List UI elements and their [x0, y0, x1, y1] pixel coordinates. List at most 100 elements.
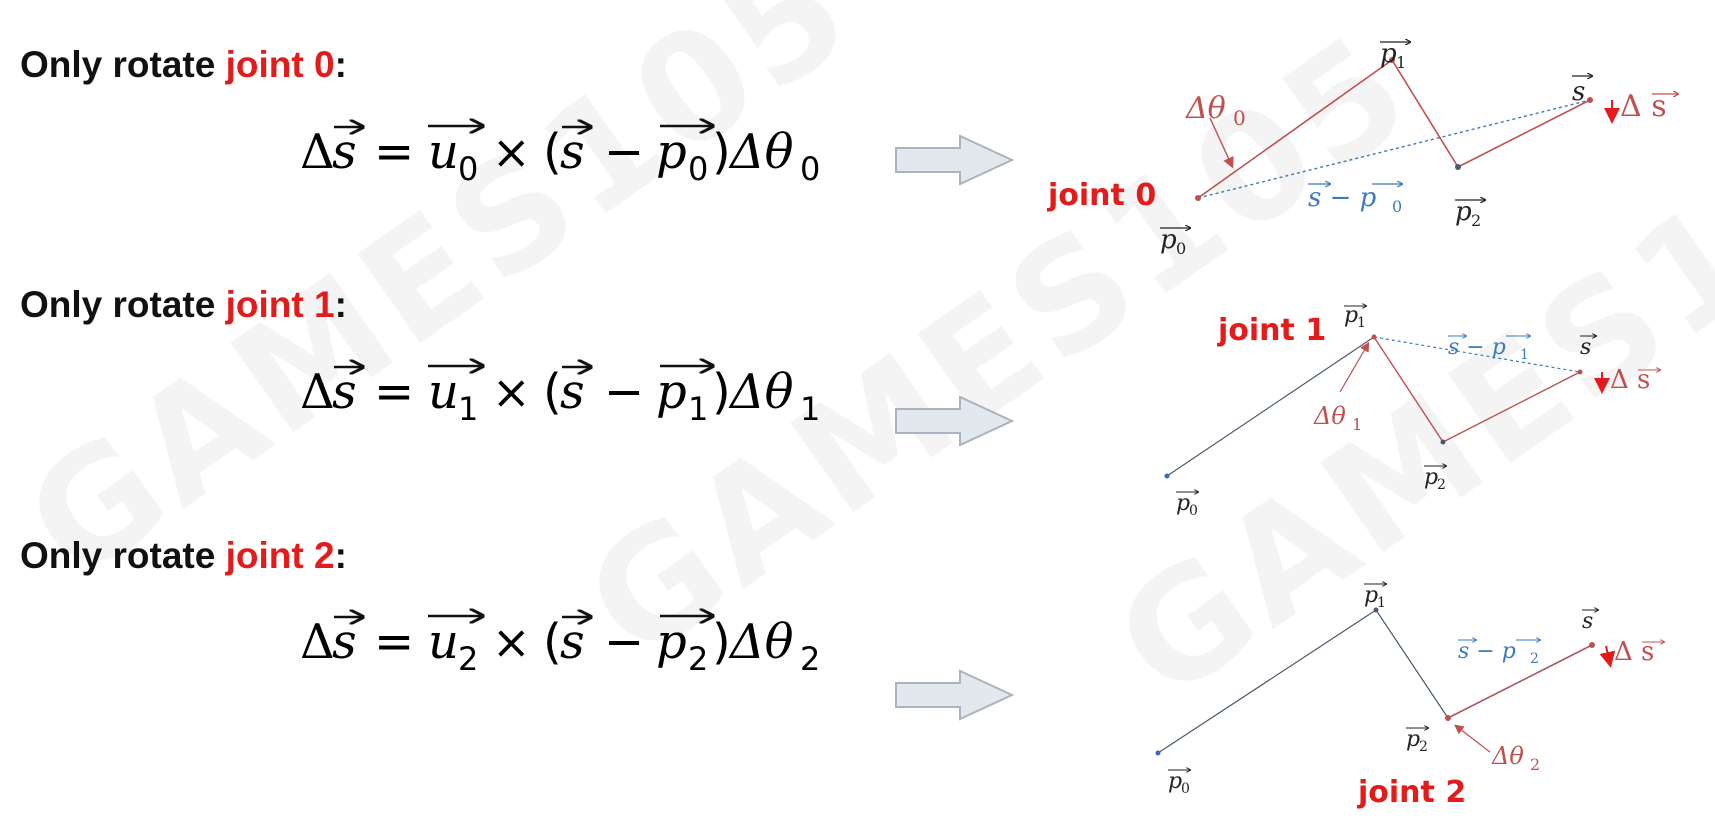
p2-subscript: 2	[1437, 477, 1446, 493]
p0-label: p	[1168, 769, 1182, 794]
joint-label: joint 1	[1217, 313, 1326, 348]
delta-theta-label: Δθ	[1313, 402, 1346, 430]
joint-dot	[1455, 164, 1461, 170]
heading-prefix: Only rotate	[20, 535, 226, 576]
joint-dot	[1389, 57, 1395, 63]
p1-label: p	[1344, 303, 1358, 328]
block-arrow-icon	[895, 395, 1015, 447]
formula-u: u	[428, 614, 459, 670]
s-label: s	[1572, 77, 1585, 107]
end-effector-dot	[1587, 97, 1593, 103]
formula-row-2: Δ s = u 2 × ( s − p 2 ) Δθ 2	[300, 614, 820, 678]
formula-minus: −	[604, 364, 644, 420]
p2-label: p	[1424, 465, 1438, 490]
s-minus-p-subscript: 1	[1520, 347, 1529, 363]
formula-times: ×	[492, 365, 531, 419]
formula-delta: Δ	[300, 614, 335, 670]
chain-diagram-0: joint 0 Δθ 0 p 1 s Δ s p 2 p 0 s − p 0	[1047, 39, 1678, 258]
formula-p: p	[656, 364, 687, 420]
p1-subscript: 1	[1357, 315, 1366, 331]
heading-joint-label: joint 2	[225, 535, 335, 576]
chain-link	[1373, 336, 1444, 443]
s-label: s	[1582, 609, 1593, 634]
s-minus-p-label: s − p	[1448, 335, 1506, 360]
formula-p-subscript: 1	[688, 390, 708, 428]
joint-dot	[1195, 195, 1201, 201]
delta-theta-subscript: 0	[1233, 106, 1246, 130]
s-minus-p-label: s − p	[1308, 183, 1377, 213]
delta-theta-label: Δθ	[1185, 91, 1226, 126]
formula-u-subscript: 0	[458, 150, 478, 188]
formula-p-subscript: 0	[688, 150, 708, 188]
chain-diagram-2: joint 2 Δθ 2 p 1 s Δ s p 2 p 0 s − p 2	[1155, 583, 1665, 810]
delta-theta-pointer	[1339, 341, 1370, 393]
p1-subscript: 1	[1396, 53, 1406, 72]
p0-subscript: 0	[1181, 781, 1190, 797]
joint-label: joint 2	[1357, 775, 1466, 810]
formula-open-paren: (	[543, 124, 562, 180]
s-minus-p-line	[1373, 336, 1581, 373]
formula-p: p	[656, 124, 687, 180]
delta-s-arrow	[1599, 645, 1616, 668]
formula-u-subscript: 2	[458, 640, 478, 678]
s-label: s	[1580, 335, 1591, 360]
formula-theta-subscript: 2	[800, 640, 820, 678]
formula-delta: Δ	[300, 124, 335, 180]
formula-delta-theta: Δθ	[728, 364, 794, 420]
block-arrow-icon	[895, 669, 1015, 721]
chain-link	[1197, 59, 1393, 199]
chain-link	[1457, 99, 1591, 168]
p0-label: p	[1160, 225, 1177, 255]
heading-row-1: Only rotate joint 1:	[20, 284, 347, 326]
delta-s-label: Δ s	[1620, 89, 1667, 124]
joint-label: joint 0	[1047, 178, 1156, 213]
p0-subscript: 0	[1189, 503, 1198, 519]
p1-label: p	[1364, 583, 1378, 608]
p1-label: p	[1380, 39, 1397, 69]
joint-dot	[1373, 607, 1379, 613]
end-effector-dot	[1577, 369, 1583, 375]
formula-times: ×	[492, 125, 531, 179]
delta-theta-label: Δθ	[1491, 742, 1524, 770]
heading-colon: :	[334, 535, 347, 576]
joint-dot	[1440, 439, 1446, 445]
formula-equals: =	[374, 364, 414, 420]
p0-subscript: 0	[1176, 239, 1186, 258]
heading-joint-label: joint 1	[225, 284, 335, 325]
formula-close-paren: )	[712, 614, 731, 670]
formula-open-paren: (	[543, 364, 562, 420]
formula-open-paren: (	[543, 614, 562, 670]
chain-link	[1157, 609, 1377, 754]
s-minus-p-line	[1447, 644, 1593, 719]
heading-colon: :	[334, 44, 347, 85]
formula-theta-subscript: 0	[800, 150, 820, 188]
delta-theta-pointer	[1454, 724, 1491, 753]
heading-colon: :	[334, 284, 347, 325]
s-minus-p-line	[1197, 99, 1591, 199]
chain-link	[1442, 371, 1581, 443]
formula-row-0: Δ s = u 0 × ( s − p 0 ) Δθ 0	[300, 124, 820, 188]
p2-label: p	[1406, 727, 1420, 752]
formula-close-paren: )	[712, 124, 731, 180]
p0-label: p	[1176, 491, 1190, 516]
heading-joint-label: joint 0	[225, 44, 335, 85]
delta-theta-subscript: 2	[1530, 755, 1540, 774]
chain-link	[1166, 336, 1375, 477]
formula-theta-subscript: 1	[800, 390, 820, 428]
formula-minus: −	[604, 614, 644, 670]
formula-minus: −	[604, 124, 644, 180]
joint-dot	[1155, 750, 1161, 756]
s-minus-p-subscript: 0	[1392, 197, 1402, 216]
p1-subscript: 1	[1377, 595, 1386, 611]
end-effector-dot	[1589, 642, 1595, 648]
chain-diagram-1: joint 1 Δθ 1 p 1 s Δ s p 2 p 0 s − p 1	[1164, 303, 1661, 519]
heading-row-2: Only rotate joint 2:	[20, 535, 347, 577]
heading-row-0: Only rotate joint 0:	[20, 44, 347, 86]
joint-dot	[1371, 334, 1377, 340]
p2-label: p	[1455, 197, 1472, 227]
formula-equals: =	[374, 124, 414, 180]
formula-delta-theta: Δθ	[728, 614, 794, 670]
formula-close-paren: )	[712, 364, 731, 420]
